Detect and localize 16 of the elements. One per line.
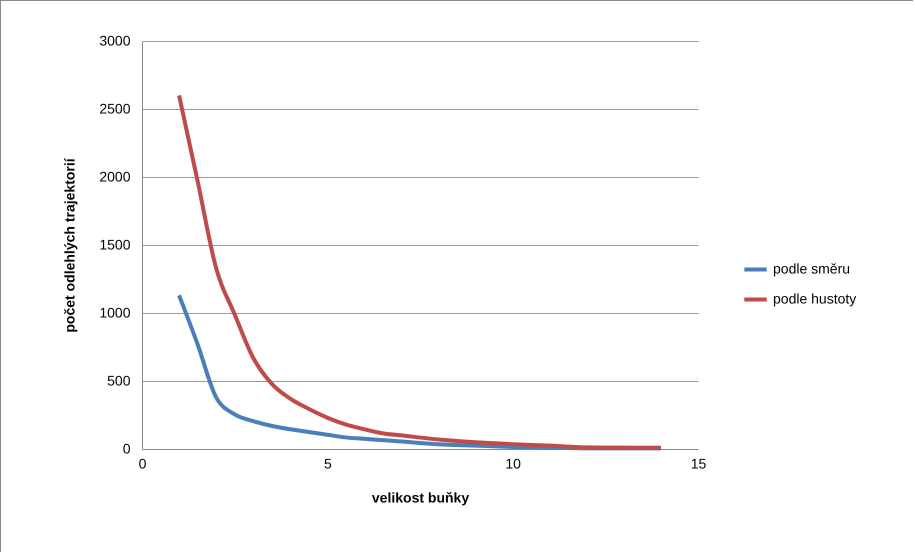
y-tick-label: 2000 [99, 168, 131, 184]
y-tick-label: 2500 [99, 100, 131, 116]
legend-label: podle hustoty [773, 290, 856, 306]
y-tick-label: 500 [107, 372, 131, 388]
x-tick-label: 15 [690, 456, 706, 472]
x-axis-title: velikost buňky [372, 490, 470, 506]
y-tick-label: 3000 [99, 32, 131, 48]
y-axis-title: počet odlehlých trajektorií [61, 157, 78, 333]
y-tick-label: 0 [122, 440, 131, 456]
x-tick-label: 0 [138, 456, 147, 472]
line-series [177, 93, 663, 450]
x-tick-label: 5 [324, 456, 332, 472]
y-tick-label: 1000 [99, 304, 131, 320]
x-tick-label: 10 [505, 456, 522, 472]
y-tick-label: 1500 [99, 236, 131, 252]
legend-label: podle směru [773, 260, 850, 276]
